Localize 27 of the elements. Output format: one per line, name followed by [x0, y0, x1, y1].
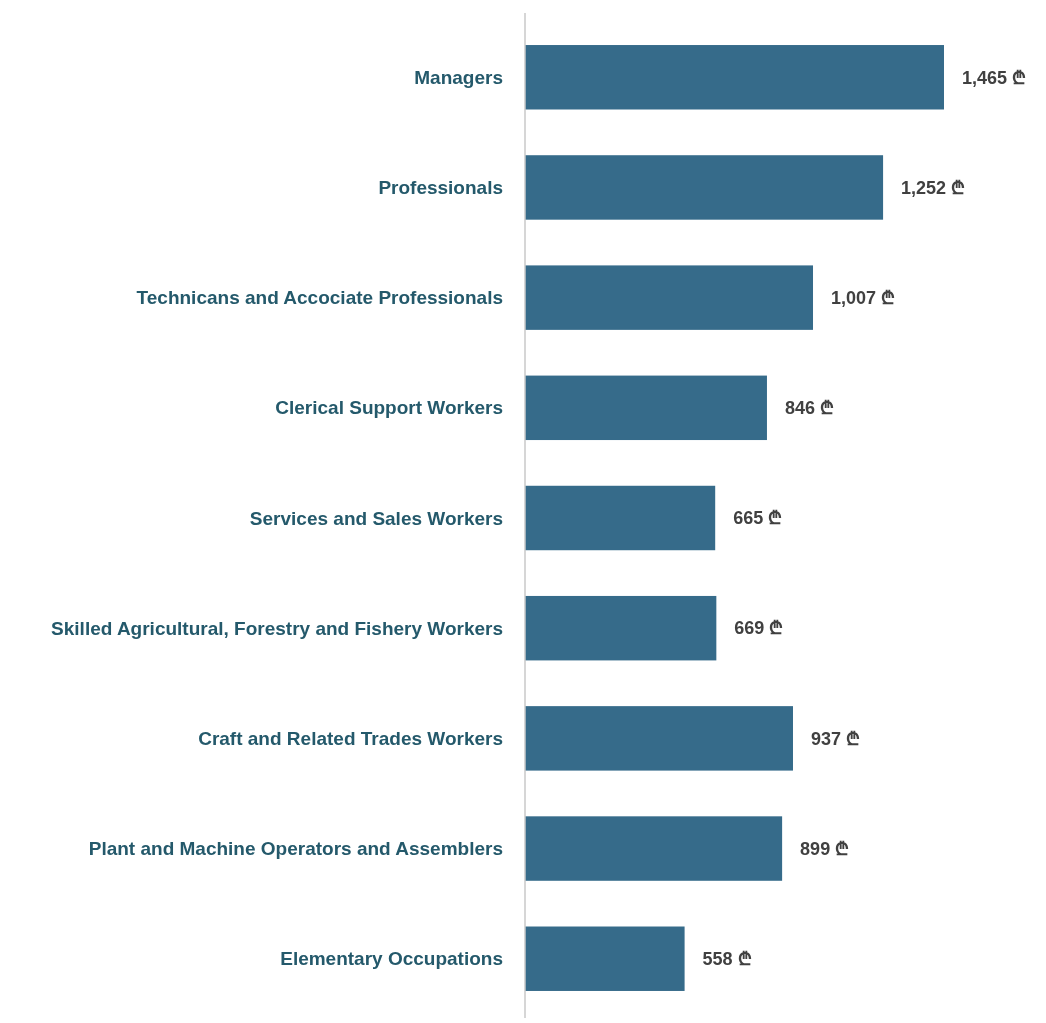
bar	[525, 155, 884, 220]
y-tick-label: Craft and Related Trades Workers	[198, 728, 503, 750]
y-tick-label: Skilled Agricultural, Forestry and Fishery Workers	[51, 617, 503, 639]
y-tick-label: Technicans and Accociate Professionals	[136, 287, 503, 309]
bar	[525, 45, 944, 110]
y-tick-label: Managers	[414, 66, 503, 88]
data-label: 665 ₾	[733, 508, 783, 529]
data-label: 1,465 ₾	[962, 67, 1027, 88]
y-tick-label: Elementary Occupations	[280, 948, 503, 970]
bar	[525, 375, 767, 441]
bar	[525, 485, 716, 551]
data-label: 669 ₾	[734, 618, 784, 639]
bar	[525, 706, 793, 771]
data-label: 558 ₾	[702, 949, 752, 970]
bar	[525, 816, 783, 881]
bar	[525, 265, 814, 330]
data-label: 937 ₾	[810, 728, 861, 749]
data-label: 1,252 ₾	[901, 177, 966, 198]
y-tick-label: Clerical Support Workers	[275, 397, 503, 419]
y-tick-label: Plant and Machine Operators and Assemblers	[88, 838, 503, 860]
y-tick-label: Professionals	[378, 177, 503, 199]
bar	[525, 926, 685, 991]
data-label: 846 ₾	[784, 398, 835, 419]
bar	[525, 595, 717, 661]
data-label: 899 ₾	[800, 838, 850, 859]
y-tick-label: Services and Sales Workers	[249, 507, 503, 529]
data-label: 1,007 ₾	[831, 287, 896, 308]
